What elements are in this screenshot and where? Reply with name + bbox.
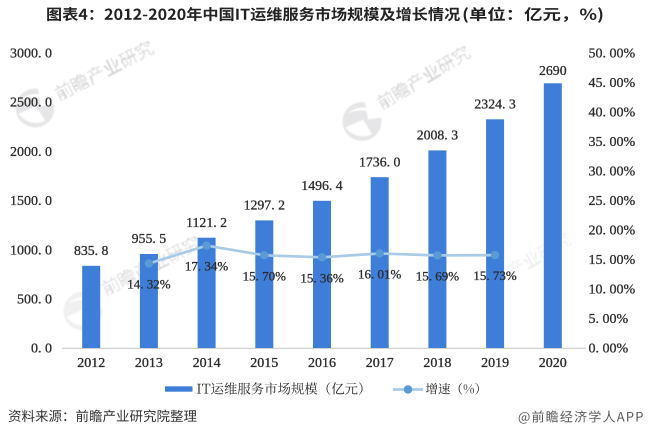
svg-text:2018: 2018: [423, 356, 451, 371]
svg-text:15. 70%: 15. 70%: [243, 268, 287, 283]
svg-text:1496. 4: 1496. 4: [301, 178, 342, 193]
svg-text:2000. 0: 2000. 0: [10, 145, 52, 160]
svg-text:500. 0: 500. 0: [17, 293, 52, 308]
svg-text:2008. 3: 2008. 3: [417, 128, 458, 143]
svg-text:2690: 2690: [539, 63, 567, 78]
svg-text:2012: 2012: [77, 356, 105, 371]
svg-text:15. 69%: 15. 69%: [416, 269, 460, 284]
svg-text:50. 00%: 50. 00%: [589, 47, 636, 62]
svg-text:2500. 0: 2500. 0: [10, 96, 52, 111]
svg-text:0. 00%: 0. 00%: [589, 342, 629, 357]
svg-text:2015: 2015: [250, 356, 278, 371]
svg-text:45. 00%: 45. 00%: [589, 76, 636, 91]
svg-text:35. 00%: 35. 00%: [589, 135, 636, 150]
svg-text:955. 5: 955. 5: [132, 231, 167, 246]
svg-text:1297. 2: 1297. 2: [244, 198, 285, 213]
svg-text:0. 0: 0. 0: [31, 342, 52, 357]
svg-text:2017: 2017: [366, 356, 394, 371]
svg-text:2324. 3: 2324. 3: [474, 96, 515, 111]
svg-text:3000. 0: 3000. 0: [10, 47, 52, 62]
svg-text:17. 34%: 17. 34%: [185, 259, 229, 274]
svg-text:10. 00%: 10. 00%: [589, 283, 636, 298]
svg-text:2019: 2019: [481, 356, 509, 371]
svg-text:2020: 2020: [539, 356, 567, 371]
svg-text:30. 00%: 30. 00%: [589, 165, 636, 180]
svg-text:1121. 2: 1121. 2: [186, 215, 227, 230]
svg-text:15. 36%: 15. 36%: [300, 270, 344, 285]
svg-text:14. 32%: 14. 32%: [127, 277, 171, 292]
svg-text:15. 73%: 15. 73%: [473, 268, 517, 283]
svg-text:2016: 2016: [308, 356, 336, 371]
svg-text:2014: 2014: [193, 356, 221, 371]
svg-text:1000. 0: 1000. 0: [10, 243, 52, 258]
svg-text:5. 00%: 5. 00%: [589, 312, 629, 327]
svg-text:25. 00%: 25. 00%: [589, 194, 636, 209]
svg-text:835. 8: 835. 8: [74, 243, 109, 258]
svg-text:1736. 0: 1736. 0: [359, 154, 400, 169]
svg-text:1500. 0: 1500. 0: [10, 194, 52, 209]
svg-text:15. 00%: 15. 00%: [589, 253, 636, 268]
svg-text:16. 01%: 16. 01%: [358, 267, 402, 282]
svg-text:2013: 2013: [135, 356, 163, 371]
svg-text:20. 00%: 20. 00%: [589, 224, 636, 239]
svg-text:40. 00%: 40. 00%: [589, 106, 636, 121]
